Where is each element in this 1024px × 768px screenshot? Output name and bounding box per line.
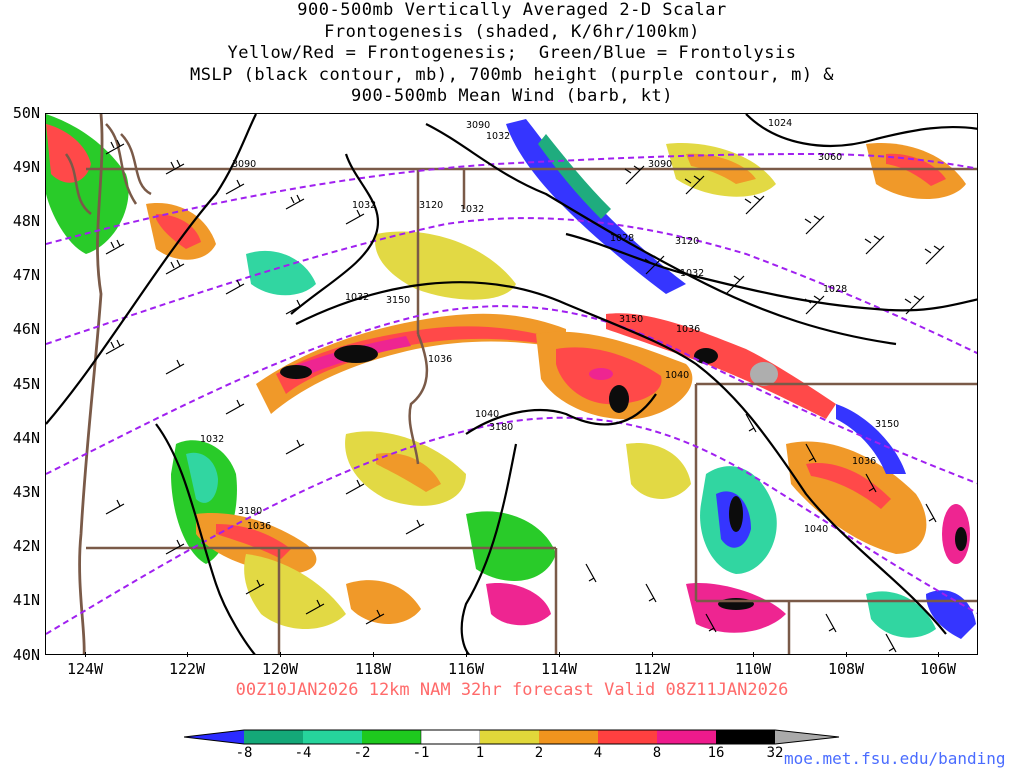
title-line-5: 900-500mb Mean Wind (barb, kt) (350, 86, 674, 106)
tick (280, 652, 281, 657)
mslp-label: 1040 (665, 370, 689, 381)
lon-label-112w: 112W (633, 660, 671, 678)
colorbar-cell (539, 730, 598, 744)
mslp-label: 1024 (768, 118, 792, 129)
lat-label-48n: 48N (12, 212, 40, 230)
colorbar-cell (657, 730, 716, 744)
lon-label-116w: 116W (447, 660, 485, 678)
contour-labels: 1032 1032 1024 1028 1032 1036 1032 1036 … (200, 118, 899, 535)
lon-label-108w: 108W (827, 660, 865, 678)
height-label: 3150 (875, 419, 899, 430)
tick (373, 652, 374, 657)
colorbar-cell (598, 730, 657, 744)
valid-time: 00Z10JAN2026 12km NAM 32hr forecast Vali… (235, 680, 789, 700)
mslp-label: 1032 (200, 434, 224, 445)
tick (187, 652, 188, 657)
colorbar-cell (244, 730, 303, 744)
colorbar-label: 8 (652, 745, 662, 761)
mslp-contours (46, 114, 977, 654)
mslp-label: 1032 (680, 268, 704, 279)
tick (753, 652, 754, 657)
colorbar-label: 32 (766, 745, 784, 761)
colorbar-outline (184, 729, 840, 745)
lat-label-40n: 40N (12, 646, 40, 664)
mslp-label: 1032 (460, 204, 484, 215)
colorbar-cell (184, 730, 244, 744)
colorbar-label: 16 (707, 745, 725, 761)
colorbar-cell (775, 730, 839, 744)
colorbar-label: -2 (353, 745, 371, 761)
lat-label-49n: 49N (12, 158, 40, 176)
lat-label-44n: 44N (12, 429, 40, 447)
lon-label-106w: 106W (919, 660, 957, 678)
lat-label-43n: 43N (12, 483, 40, 501)
height-label: 3150 (619, 314, 643, 325)
title-line-3: Yellow/Red = Frontogenesis; Green/Blue =… (227, 43, 797, 63)
colorbar-label: -8 (235, 745, 253, 761)
mslp-label: 1028 (610, 233, 634, 244)
lat-label-41n: 41N (12, 591, 40, 609)
title-line-1: 900-500mb Vertically Averaged 2-D Scalar (297, 0, 727, 20)
lat-label-42n: 42N (12, 537, 40, 555)
height-label: 3180 (489, 422, 513, 433)
mslp-label: 1036 (247, 521, 271, 532)
site-credit: moe.met.fsu.edu/banding (784, 749, 1006, 768)
height-label: 3150 (386, 295, 410, 306)
lat-label-50n: 50N (12, 104, 40, 122)
colorbar-cell (303, 730, 362, 744)
mslp-label: 1032 (486, 131, 510, 142)
lon-label-122w: 122W (168, 660, 206, 678)
colorbar-label: 1 (475, 745, 485, 761)
height-label: 3090 (232, 159, 256, 170)
mslp-label: 1036 (428, 354, 452, 365)
tick (652, 652, 653, 657)
lat-label-46n: 46N (12, 320, 40, 338)
state-borders (64, 114, 977, 654)
height-label: 3180 (238, 506, 262, 517)
tick (938, 652, 939, 657)
wind-barbs (105, 139, 945, 653)
height-label: 3060 (818, 152, 842, 163)
colorbar-label: 4 (593, 745, 603, 761)
mslp-label: 1036 (852, 456, 876, 467)
colorbar-cell (362, 730, 421, 744)
height-contours (46, 152, 977, 635)
colorbar-label: 2 (534, 745, 544, 761)
colorbar-label: -1 (412, 745, 430, 761)
tick (85, 652, 86, 657)
colorbar-cell (480, 730, 539, 744)
tick (846, 652, 847, 657)
lon-label-114w: 114W (540, 660, 578, 678)
lat-label-45n: 45N (12, 375, 40, 393)
map-title: 900-500mb Vertically Averaged 2-D Scalar… (0, 0, 1024, 108)
tick (559, 652, 560, 657)
mslp-label: 1040 (475, 409, 499, 420)
lon-label-120w: 120W (261, 660, 299, 678)
height-label: 3120 (419, 200, 443, 211)
lat-label-47n: 47N (12, 266, 40, 284)
colorbar-label: -4 (294, 745, 312, 761)
mslp-label: 1028 (823, 284, 847, 295)
frontogenesis-shading (46, 114, 976, 639)
mslp-label: 1040 (804, 524, 828, 535)
colorbar-cell (716, 730, 775, 744)
map-canvas: 1032 1032 1024 1028 1032 1036 1032 1036 … (46, 114, 977, 654)
mslp-label: 1032 (345, 292, 369, 303)
tick (466, 652, 467, 657)
title-line-4: MSLP (black contour, mb), 700mb height (… (189, 64, 835, 85)
colorbar (184, 729, 840, 745)
map-panel: 1032 1032 1024 1028 1032 1036 1032 1036 … (45, 113, 978, 655)
title-line-2: Frontogenesis (shaded, K/6hr/100km) (324, 21, 700, 42)
lon-label-118w: 118W (354, 660, 392, 678)
height-label: 3090 (648, 159, 672, 170)
mslp-label: 1032 (352, 200, 376, 211)
mslp-label: 1036 (676, 324, 700, 335)
colorbar-cell (420, 729, 481, 745)
height-label: 3090 (466, 120, 490, 131)
lon-label-124w: 124W (66, 660, 104, 678)
height-label: 3120 (675, 236, 699, 247)
lon-label-110w: 110W (734, 660, 772, 678)
